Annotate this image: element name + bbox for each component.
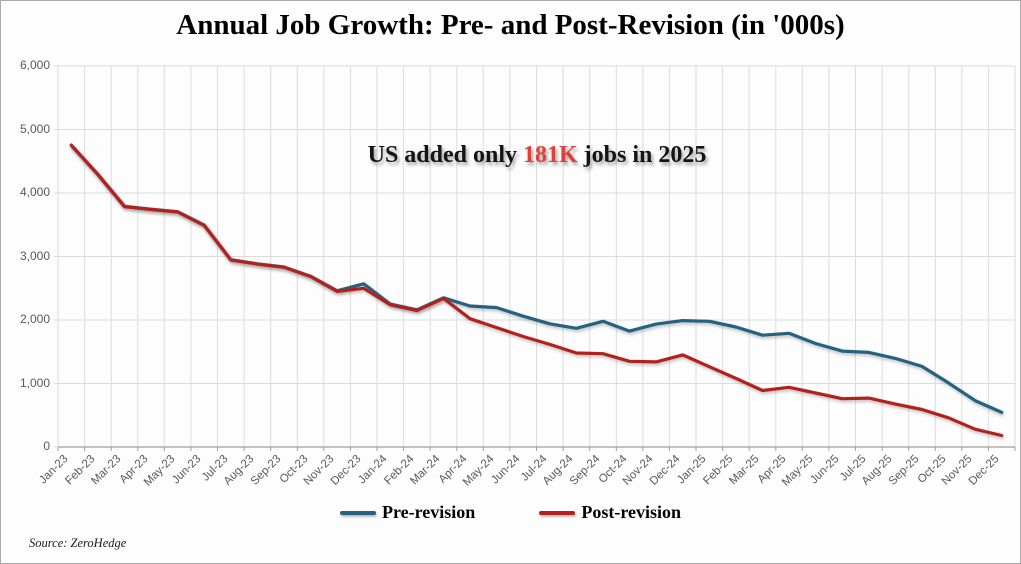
y-axis-tick-label: 2,000 [19, 312, 50, 326]
legend-label-pre-revision: Pre-revision [382, 502, 476, 522]
annotation-highlight: 181K [523, 142, 578, 168]
legend: Pre-revision Post-revision [1, 502, 1020, 523]
annotation-text-prefix: US added only [367, 142, 524, 168]
annotation-text-suffix: jobs in 2025 [577, 142, 707, 168]
legend-item-post-revision: Post-revision [539, 502, 681, 523]
source-note: Source: ZeroHedge [29, 536, 127, 550]
chart-title: Annual Job Growth: Pre- and Post-Revisio… [176, 9, 845, 41]
legend-swatch-post-revision-line [539, 510, 576, 515]
y-axis-tick-label: 0 [43, 439, 50, 453]
legend-item-pre-revision: Pre-revision [340, 502, 475, 523]
y-axis-tick-label: 5,000 [19, 121, 50, 136]
y-axis-tick-label: 1,000 [19, 375, 50, 390]
annotation: US added only 181K jobs in 2025 [368, 142, 707, 169]
legend-swatch-pre-revision-line [340, 510, 376, 515]
legend-label-post-revision: Post-revision [581, 502, 681, 522]
y-axis-tick-label: 4,000 [19, 185, 50, 199]
y-axis-tick-label: 3,000 [19, 248, 50, 263]
y-axis-tick-label: 6,000 [19, 58, 50, 72]
series-line-post-revision [69, 143, 1004, 438]
